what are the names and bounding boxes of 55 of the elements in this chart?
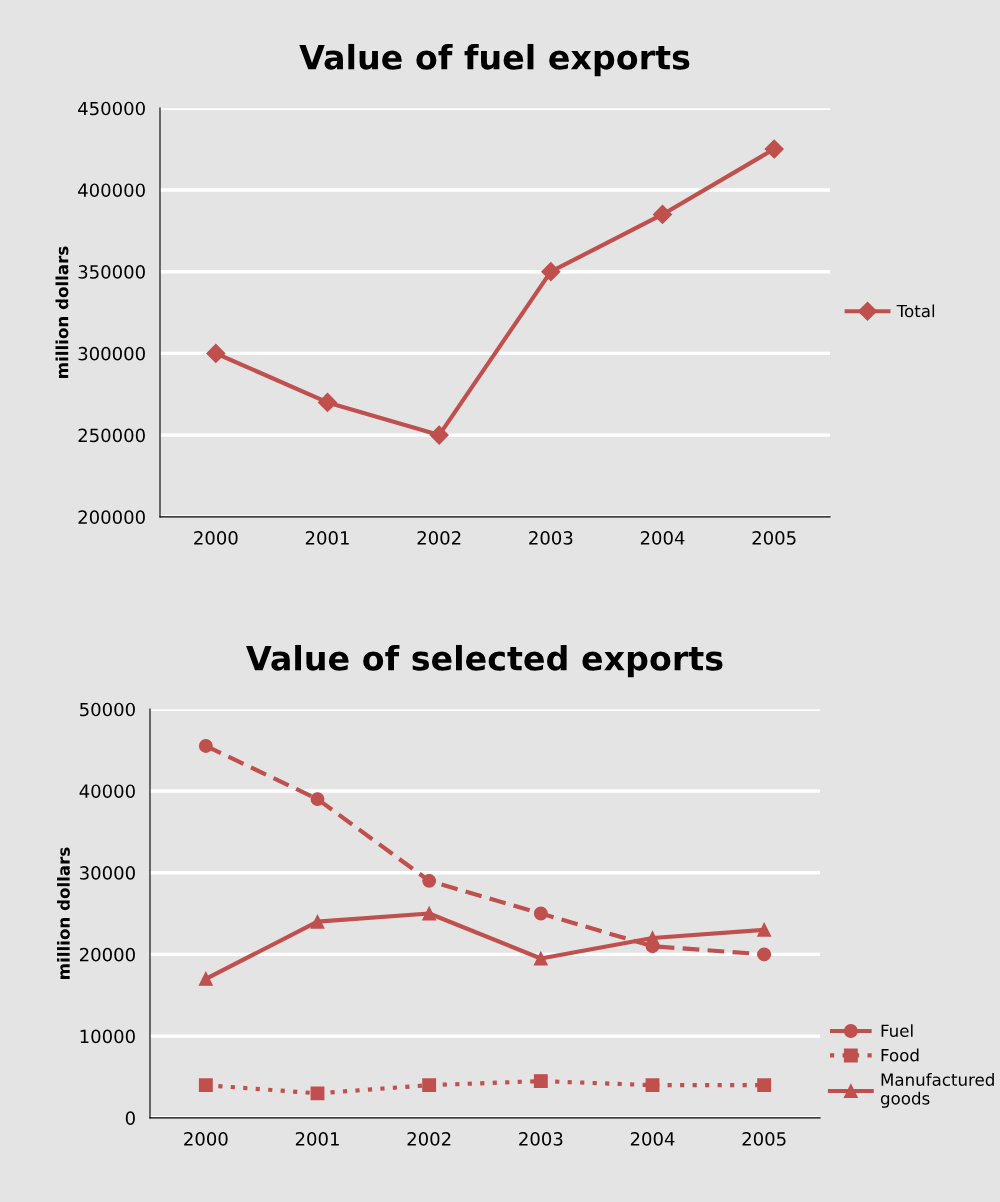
y-tick-label: 40000 [79, 784, 135, 799]
point [645, 1078, 660, 1093]
point [198, 971, 213, 986]
point [198, 1078, 213, 1093]
point [317, 392, 338, 412]
point [533, 951, 548, 966]
chart-title: Value of selected exports [246, 644, 723, 678]
point [422, 1078, 437, 1093]
y-tick-label: 50000 [80, 702, 135, 717]
point [541, 262, 561, 282]
y-tick-label: 10000 [80, 1029, 135, 1044]
x-tick-label: 2004 [640, 531, 685, 545]
x-tick-label: 2001 [295, 1132, 339, 1146]
x-tick-label: 2002 [417, 531, 461, 545]
y-tick-label: 0 [125, 1111, 135, 1125]
legend-label: Food [881, 1048, 919, 1062]
y-tick-label: 350000 [78, 265, 145, 279]
point [757, 922, 772, 937]
point [757, 1078, 772, 1093]
point [206, 343, 226, 363]
point [533, 906, 548, 921]
x-tick-label: 2002 [407, 1132, 451, 1146]
x-tick-label: 2000 [194, 531, 238, 545]
chart-title: Value of fuel exports [299, 43, 690, 77]
point [198, 739, 213, 753]
y-tick-label: 450000 [78, 101, 145, 116]
y-tick-label: 30000 [80, 866, 135, 880]
x-tick-label: 2003 [519, 1132, 563, 1146]
point [310, 914, 325, 929]
point [310, 792, 325, 807]
y-tick-label: 200000 [78, 510, 145, 524]
point [533, 1074, 548, 1089]
point [422, 906, 437, 921]
x-tick-label: 2005 [742, 1132, 786, 1146]
point [429, 425, 449, 445]
legend-label: Total [896, 304, 935, 318]
x-tick-label: 2003 [529, 531, 573, 545]
y-tick-label: 400000 [78, 183, 145, 198]
y-axis-title: million dollars [55, 246, 69, 378]
point [310, 1086, 325, 1101]
point [422, 873, 437, 888]
point [652, 204, 673, 224]
y-tick-label: 300000 [78, 346, 145, 361]
legend-label: Manufactured goods [880, 1073, 994, 1108]
y-tick-label: 250000 [78, 428, 145, 443]
point [645, 931, 660, 945]
x-tick-label: 2005 [752, 531, 796, 545]
x-tick-label: 2001 [305, 531, 349, 545]
x-tick-label: 2004 [630, 1132, 675, 1146]
x-tick-label: 2000 [184, 1132, 228, 1146]
y-tick-label: 20000 [80, 947, 135, 962]
y-axis-title: million dollars [56, 847, 70, 979]
legend-label: Fuel [881, 1024, 913, 1038]
point [757, 947, 772, 962]
point [764, 139, 784, 159]
